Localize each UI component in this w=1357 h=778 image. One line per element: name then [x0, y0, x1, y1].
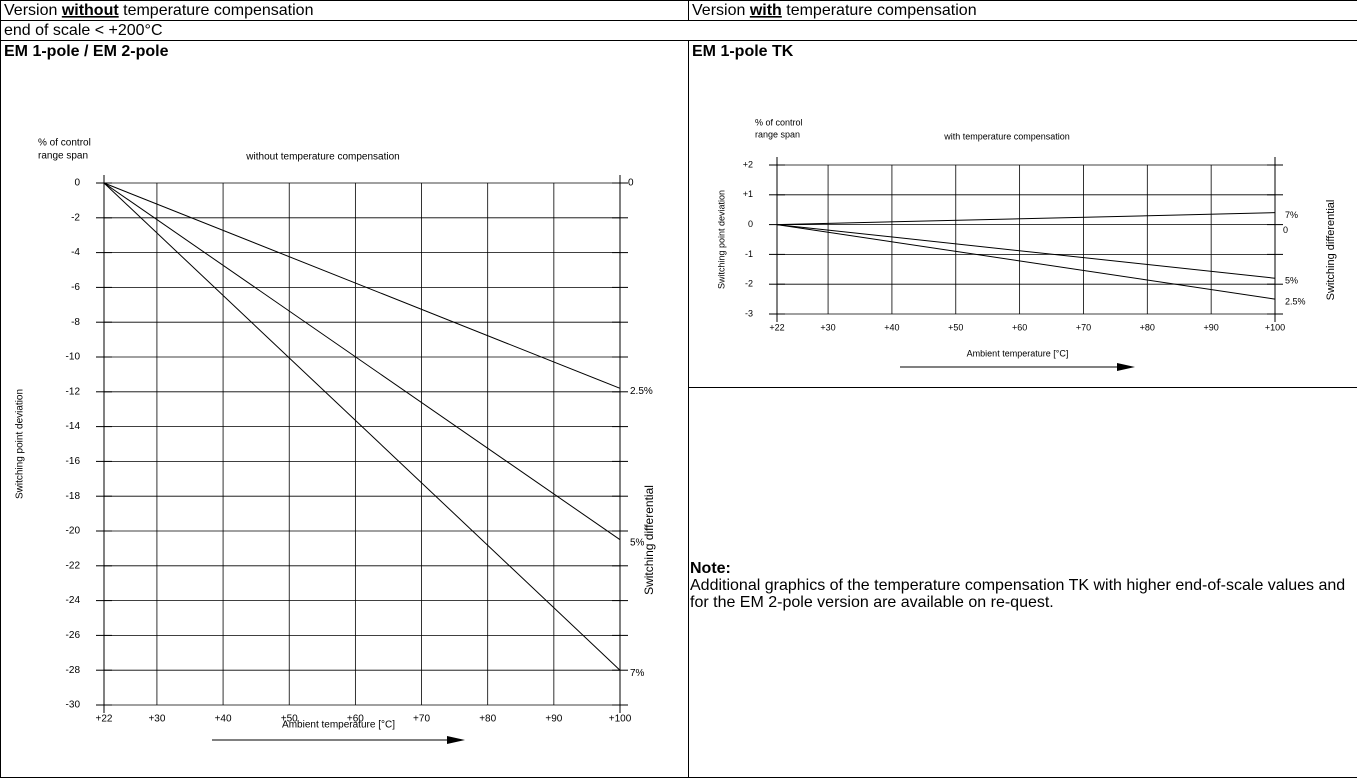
- series-line: [103, 182, 621, 671]
- series-label: 7%: [1285, 210, 1298, 220]
- x-tick-label: +100: [1265, 322, 1285, 332]
- series-label: 5%: [1285, 276, 1298, 286]
- header-emphasis: without: [61, 2, 120, 19]
- y-tick-label: -3: [745, 308, 753, 318]
- x-tick-label: +90: [1204, 322, 1219, 332]
- series-line: [776, 224, 1276, 300]
- y-unit: % of control: [38, 138, 91, 149]
- x-tick-label: +30: [148, 714, 165, 725]
- header-emphasis: with: [749, 2, 782, 19]
- y-axis-label: Switching point deviation: [15, 389, 26, 499]
- axis-arrowhead: [447, 736, 465, 744]
- x-tick-label: +60: [347, 714, 364, 725]
- x-tick-label: +80: [1140, 322, 1155, 332]
- y-tick-label: -28: [66, 665, 81, 676]
- series-line: [776, 212, 1276, 226]
- chart-title: EM 1-pole TK: [692, 43, 794, 60]
- chart: EM 1-pole / EM 2-pole % of control range s…: [4, 43, 656, 744]
- x-axis-label: Ambient temperature [°C]: [282, 720, 395, 731]
- chart: EM 1-pole TK % of control range span with t…: [692, 43, 1337, 371]
- y-unit: range span: [755, 129, 800, 139]
- series-line: [103, 182, 621, 389]
- y-unit: % of control: [755, 117, 803, 127]
- y-tick-label: -2: [71, 212, 80, 223]
- column-header: Version without temperature compensation: [4, 2, 313, 19]
- series-label: 2.5%: [630, 386, 653, 397]
- header-part: Version: [4, 2, 62, 19]
- y-tick-label: -4: [71, 247, 80, 258]
- y-tick-label: -1: [745, 249, 753, 259]
- subtitle: with temperature compensation: [943, 131, 1070, 141]
- axis-arrowhead: [1117, 363, 1135, 371]
- x-tick-label: +50: [948, 322, 963, 332]
- y-tick-label: -12: [66, 386, 81, 397]
- y-tick-label: +2: [743, 159, 753, 169]
- x-tick-label: +22: [96, 714, 113, 725]
- x-tick-label: +90: [545, 714, 562, 725]
- series-line: [776, 224, 1276, 279]
- y-tick-label: -6: [71, 282, 80, 293]
- y-tick-label: 0: [74, 178, 80, 189]
- x-tick-label: +40: [884, 322, 899, 332]
- x-tick-label: +60: [1012, 322, 1027, 332]
- y-tick-label: 0: [748, 219, 753, 229]
- y-tick-label: -2: [745, 279, 753, 289]
- y-tick-label: -10: [66, 352, 81, 363]
- y-tick-label: -24: [66, 595, 81, 606]
- header-part: temperature compensation: [782, 2, 977, 19]
- header-part: temperature compensation: [119, 2, 314, 19]
- y2-axis-label: Switching differential: [1325, 200, 1337, 301]
- y-tick-label: -8: [71, 317, 80, 328]
- chart-title: EM 1-pole / EM 2-pole: [4, 43, 169, 60]
- x-tick-label: +70: [413, 714, 430, 725]
- series-label: 5%: [630, 537, 645, 548]
- y-tick-label: -14: [66, 421, 81, 432]
- y-tick-label: +1: [743, 189, 753, 199]
- y-axis-label: Switching point deviation: [716, 190, 726, 289]
- x-tick-label: +70: [1076, 322, 1091, 332]
- zero-label: 0: [628, 178, 634, 189]
- note-title: Note:: [690, 560, 731, 577]
- note: Note: Additional graphics of the temperat…: [690, 560, 1354, 611]
- y-tick-label: -22: [66, 560, 81, 571]
- column-header: Version with temperature compensation: [692, 2, 977, 19]
- scale-note: end of scale < +200°C: [4, 22, 163, 39]
- x-tick-label: +50: [281, 714, 298, 725]
- y-tick-label: -30: [66, 700, 81, 711]
- y-tick-label: -26: [66, 630, 81, 641]
- note-text: Additional graphics of the temperature c…: [690, 577, 1346, 611]
- zero-label: 0: [1283, 225, 1288, 235]
- series-label: 2.5%: [1285, 296, 1306, 306]
- x-tick-label: +80: [479, 714, 496, 725]
- x-tick-label: +100: [609, 714, 632, 725]
- subtitle: without temperature compensation: [245, 152, 399, 163]
- series-line: [103, 182, 621, 541]
- x-tick-label: +40: [215, 714, 232, 725]
- x-axis-label: Ambient temperature [°C]: [967, 348, 1069, 358]
- y-unit: range span: [38, 151, 88, 162]
- y-tick-label: -16: [66, 456, 81, 467]
- series-label: 7%: [630, 668, 645, 679]
- y-tick-label: -18: [66, 491, 81, 502]
- header-part: Version: [692, 2, 750, 19]
- y-tick-label: -20: [66, 526, 81, 537]
- x-tick-label: +30: [820, 322, 835, 332]
- x-tick-label: +22: [769, 322, 784, 332]
- y2-axis-label: Switching differential: [642, 485, 656, 595]
